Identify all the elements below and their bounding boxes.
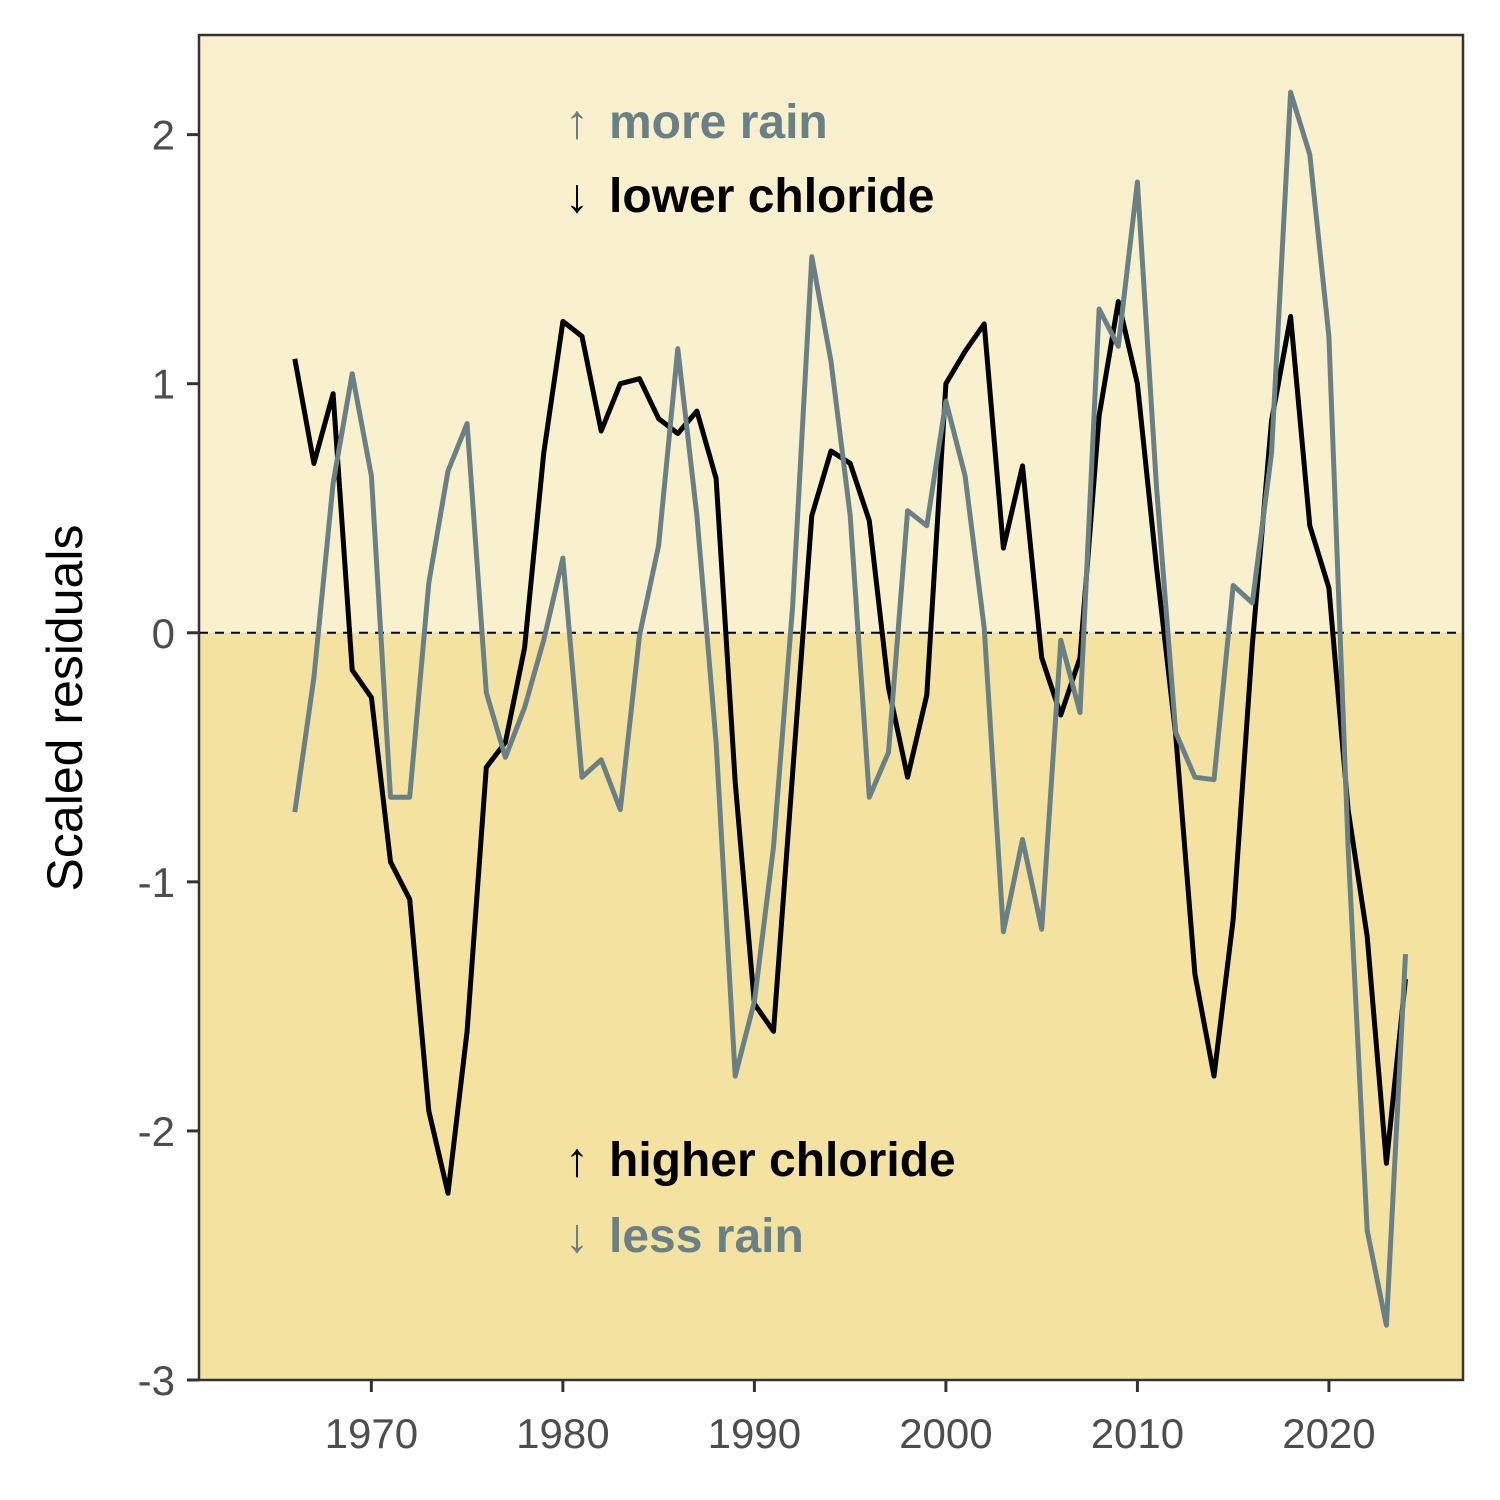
annotation-lower-chloride: ↓ lower chloride — [565, 170, 934, 223]
panel-background — [199, 35, 1463, 1380]
panel-border — [197, 33, 1465, 1382]
annotation-more-rain: ↑ more rain — [565, 96, 828, 149]
series-line-chloride — [292, 299, 1408, 1196]
x-tick-label: 1970 — [325, 1410, 418, 1457]
x-tick-label: 1990 — [708, 1410, 801, 1457]
down-arrow-icon: ↓ — [565, 1210, 589, 1263]
x-tick-label: 1980 — [516, 1410, 609, 1457]
upper-region-background — [199, 35, 1463, 633]
y-tick-label: -3 — [138, 1357, 175, 1404]
series-line-rain — [292, 89, 1408, 1328]
annotations: ↑ more rain ↓ lower chloride ↑ higher chlor… — [565, 96, 956, 1263]
annotation-less-rain: ↓ less rain — [565, 1210, 804, 1263]
annotation-higher-chloride: ↑ higher chloride — [565, 1134, 956, 1187]
y-tick-label: 2 — [152, 112, 175, 159]
up-arrow-icon: ↑ — [565, 96, 589, 149]
x-tick-label: 2010 — [1091, 1410, 1184, 1457]
y-tick-label: 1 — [152, 361, 175, 408]
x-tick-label: 2000 — [899, 1410, 992, 1457]
series-lines — [292, 89, 1408, 1328]
down-arrow-icon: ↓ — [565, 170, 589, 223]
x-tick-label: 2020 — [1282, 1410, 1375, 1457]
y-tick-label: -2 — [138, 1108, 175, 1155]
y-axis-title: Scaled residuals — [37, 525, 93, 892]
y-axis: -3 -2 -1 0 1 2 — [138, 112, 199, 1404]
lower-region-background — [199, 632, 1463, 1380]
y-tick-label: 0 — [152, 610, 175, 657]
x-axis: 1970 1980 1990 2000 2010 2020 — [325, 1380, 1376, 1457]
up-arrow-icon: ↑ — [565, 1134, 589, 1187]
y-tick-label: -1 — [138, 859, 175, 906]
